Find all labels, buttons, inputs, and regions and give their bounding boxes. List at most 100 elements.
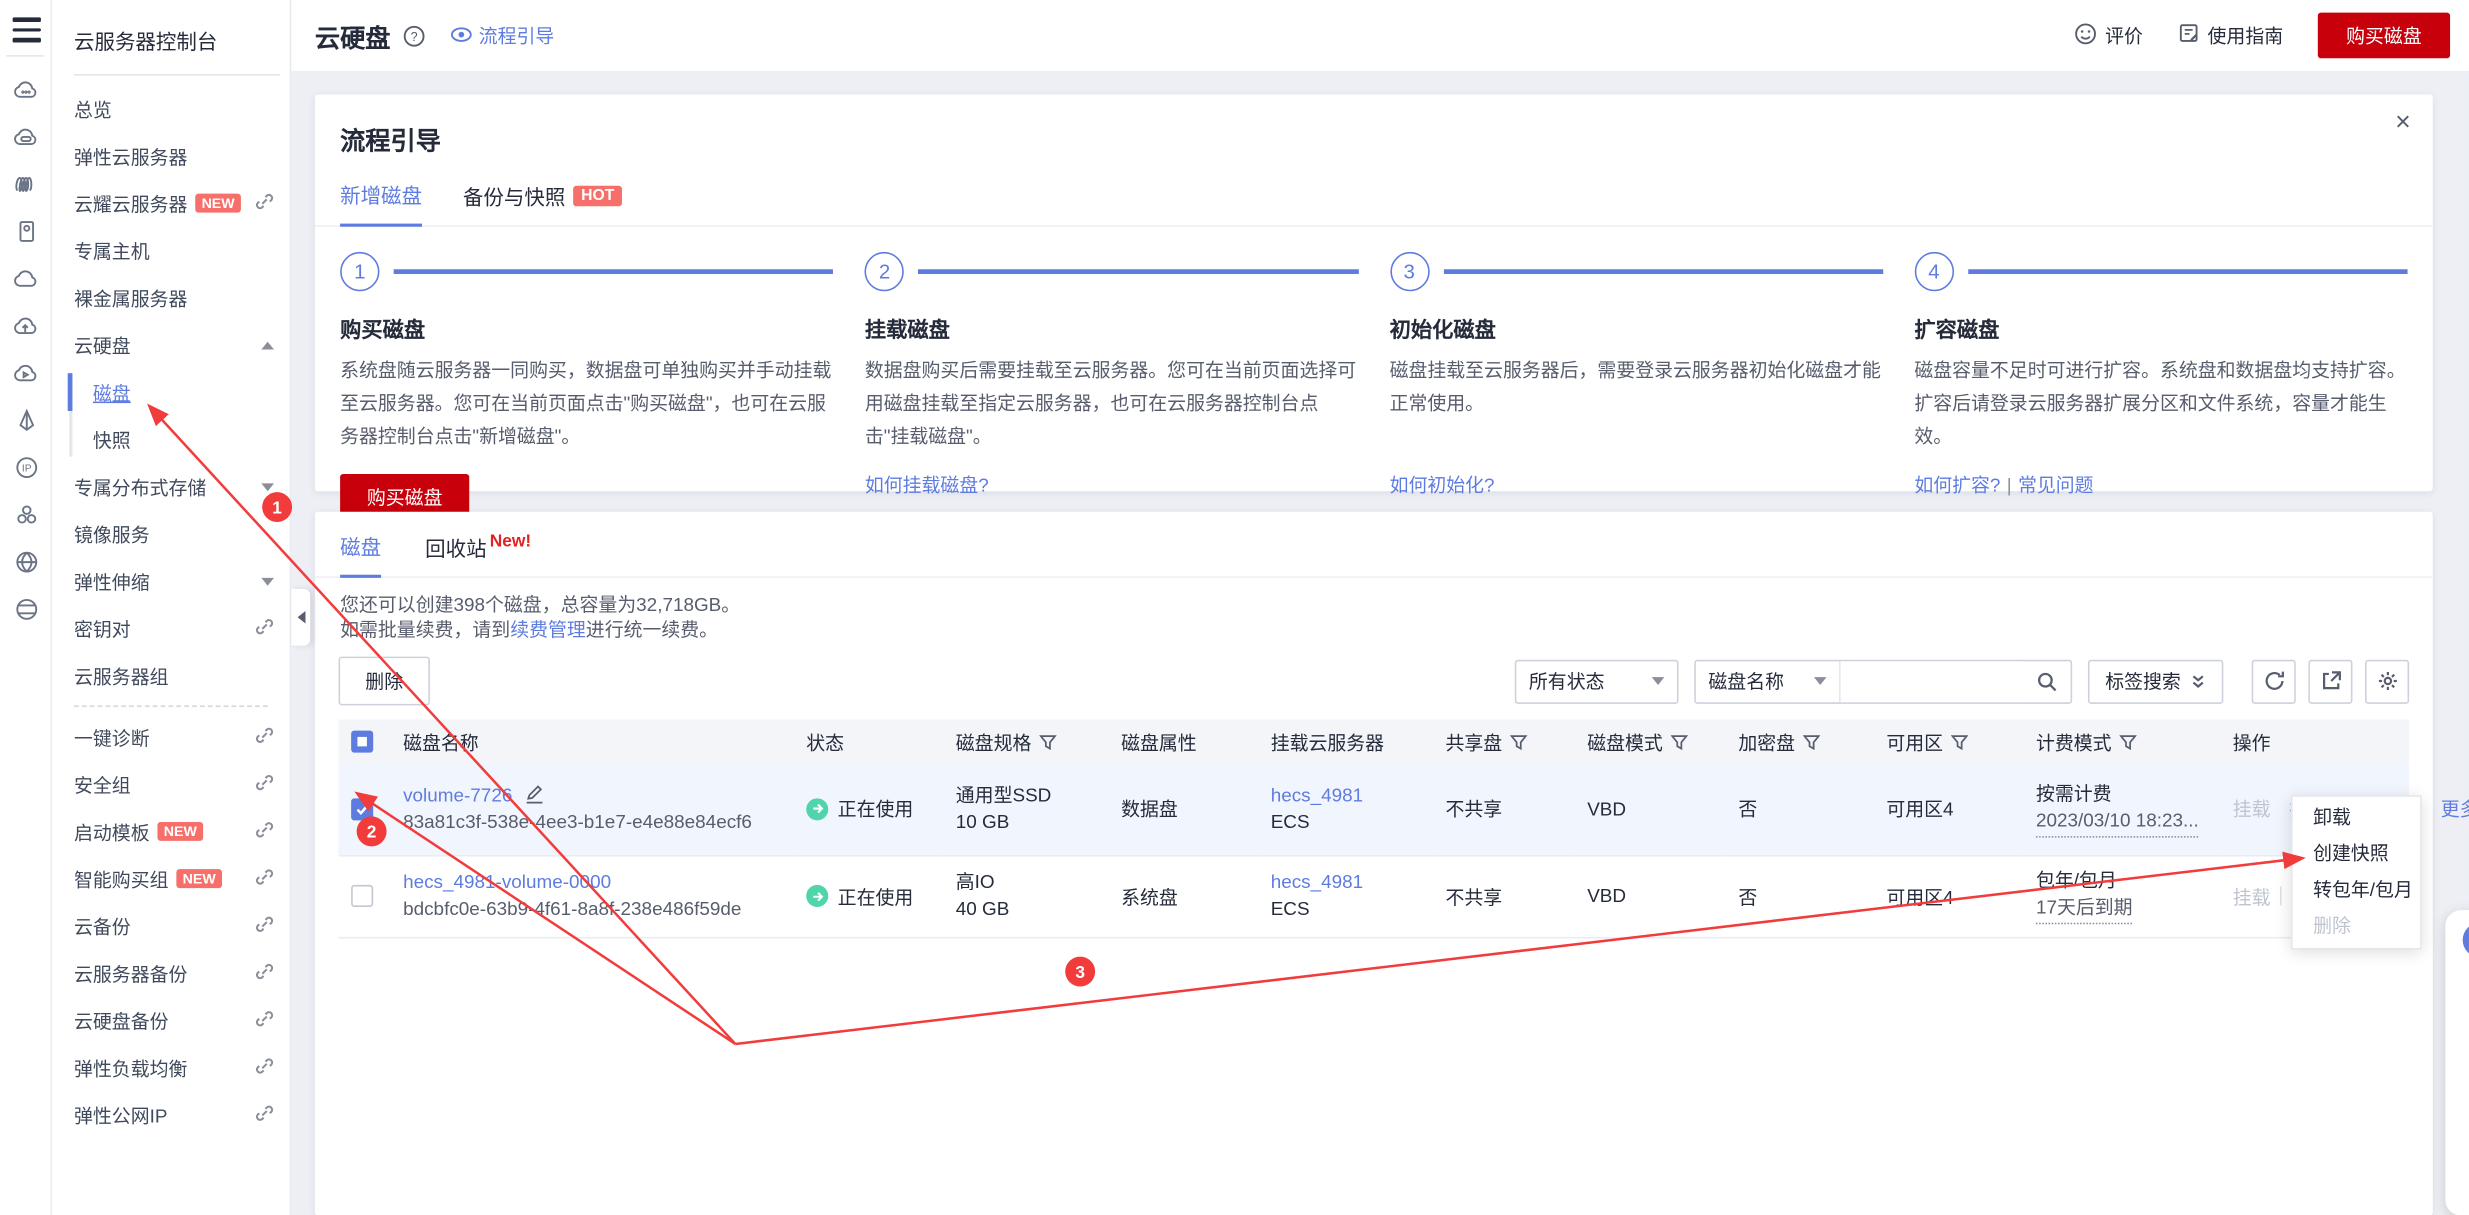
sidebar-item-label: 云备份 [74, 915, 131, 938]
status-filter-select[interactable]: 所有状态 [1514, 658, 1679, 704]
prism-icon[interactable] [0, 396, 52, 443]
sidebar-item-overview[interactable]: 总览 [52, 85, 290, 132]
close-icon[interactable]: × [2395, 107, 2411, 137]
cloud-ellipsis-icon[interactable] [0, 65, 52, 112]
row-checkbox-checked[interactable] [351, 797, 374, 820]
sidebar-item-csbs[interactable]: 云服务器备份 [52, 949, 290, 996]
export-button[interactable] [2308, 658, 2353, 704]
tag-search-label: 标签搜索 [2105, 670, 2181, 693]
help-icon[interactable]: ? [403, 24, 425, 46]
sidebar-item-eip[interactable]: 弹性公网IP [52, 1091, 290, 1138]
sidebar-item-security-group[interactable]: 安全组 [52, 761, 290, 808]
search-icon[interactable] [2023, 670, 2070, 692]
sidebar-item-snapshots[interactable]: 快照 [52, 416, 290, 463]
tag-search-button[interactable]: 标签搜索 [2087, 658, 2224, 704]
sidebar-item-elb[interactable]: 弹性负载均衡 [52, 1044, 290, 1091]
ip-circle-icon[interactable]: IP [0, 443, 52, 490]
quota-line2: 如需批量续费，请到续费管理进行统一续费。 [340, 617, 2407, 642]
disk-name-link[interactable]: hecs_4981-volume-0000 [403, 870, 612, 893]
sidebar-item-smart-purchase[interactable]: 智能购买组 NEW [52, 855, 290, 902]
filter-icon[interactable] [1039, 733, 1057, 750]
sidebar-item-keypair[interactable]: 密钥对 [52, 605, 290, 652]
sidebar-item-ims[interactable]: 镜像服务 [52, 510, 290, 557]
server-link[interactable]: hecs_4981 [1270, 870, 1364, 893]
filter-icon[interactable] [2119, 733, 2137, 750]
more-action[interactable]: 更多 [2440, 798, 2469, 821]
sidebar-item-evs[interactable]: 云硬盘 [52, 321, 290, 368]
sidebar-item-dss[interactable]: 专属分布式存储 [52, 463, 290, 510]
tab-label: 备份与快照 [462, 185, 566, 210]
search-field-select[interactable]: 磁盘名称 [1696, 660, 1841, 702]
menu-item-create-snapshot[interactable]: 创建快照 [2313, 842, 2389, 865]
cloud-media-icon[interactable] [0, 349, 52, 396]
tab-recycle-bin[interactable]: 回收站 New! [425, 532, 531, 576]
menu-item-change-billing[interactable]: 转包年/包月 [2313, 878, 2413, 901]
attach-action: 挂载 [2232, 885, 2271, 908]
external-link-icon [255, 725, 274, 749]
process-guide-link[interactable]: 流程引导 [450, 22, 554, 49]
sidebar-item-launch-template[interactable]: 启动模板 NEW [52, 808, 290, 855]
filter-icon[interactable] [1670, 733, 1688, 750]
delete-button[interactable]: 删除 [338, 656, 430, 706]
disk-name-link[interactable]: volume-7726 [403, 783, 513, 806]
settings-button[interactable] [2365, 658, 2410, 704]
how-to-init-link[interactable]: 如何初始化? [1389, 473, 1495, 496]
select-all-checkbox[interactable] [351, 730, 374, 753]
disk-list-panel: 磁盘 回收站 New! 您还可以创建398个磁盘，总容量为32,718GB。 如需… [314, 511, 2469, 1215]
how-to-expand-link[interactable]: 如何扩容? [1914, 473, 2001, 496]
filter-icon[interactable] [1802, 733, 1821, 750]
buy-disk-button[interactable]: 购买磁盘 [2317, 12, 2451, 59]
filter-icon[interactable] [1510, 733, 1528, 750]
sidebar-item-as[interactable]: 弹性伸缩 [52, 557, 290, 604]
row-checkbox[interactable] [351, 884, 374, 907]
cloud-server-icon[interactable] [0, 113, 52, 160]
sidebar-item-disks[interactable]: 磁盘 [52, 368, 290, 415]
cloud-icon[interactable] [0, 254, 52, 301]
feedback-smiley-icon[interactable] [2463, 1069, 2469, 1104]
molecule-icon[interactable] [0, 490, 52, 537]
sidebar-item-vbs[interactable]: 云硬盘备份 [52, 997, 290, 1044]
doc-icon[interactable] [2463, 1020, 2469, 1055]
search-field-value: 磁盘名称 [1708, 670, 1785, 693]
sidebar-item-bms[interactable]: 裸金属服务器 [52, 274, 290, 321]
cloud-upload-icon[interactable] [0, 302, 52, 349]
sidebar-item-server-group[interactable]: 云服务器组 [52, 652, 290, 699]
menu-item-detach[interactable]: 卸载 [2313, 806, 2351, 829]
tab-label: 磁盘 [340, 535, 382, 559]
edit-icon[interactable] [524, 784, 544, 804]
tab-backup-snapshot[interactable]: 备份与快照 HOT [462, 181, 623, 225]
service-icon[interactable] [2462, 922, 2469, 958]
faq-link[interactable]: 常见问题 [2017, 473, 2094, 496]
status-running-icon [806, 797, 829, 820]
coil-icon[interactable] [0, 160, 52, 207]
external-link-icon [255, 616, 274, 640]
network-icon[interactable] [0, 585, 52, 632]
search-input[interactable] [1840, 660, 2024, 702]
feedback-button[interactable]: 评价 [2074, 21, 2143, 49]
how-to-attach-link[interactable]: 如何挂载磁盘? [864, 473, 989, 496]
step-title: 初始化磁盘 [1389, 318, 1496, 342]
renewal-management-link[interactable]: 续费管理 [510, 618, 586, 641]
server-link[interactable]: hecs_4981 [1270, 783, 1364, 806]
sidebar-item-ecs[interactable]: 弹性云服务器 [52, 132, 290, 179]
hamburger-menu-icon[interactable] [12, 17, 41, 42]
globe-icon[interactable] [0, 538, 52, 585]
filter-icon[interactable] [1950, 733, 1969, 750]
chevron-down-icon [1651, 677, 1665, 685]
sidebar-item-diagnosis[interactable]: 一键诊断 [52, 713, 290, 760]
tab-new-disk[interactable]: 新增磁盘 [340, 180, 423, 227]
cabinet-icon[interactable] [0, 207, 52, 254]
user-guide-button[interactable]: 使用指南 [2178, 22, 2283, 49]
step-line [1967, 269, 2408, 274]
tab-disks[interactable]: 磁盘 [340, 531, 382, 578]
step-desc: 磁盘容量不足时可进行扩容。系统盘和数据盘均支持扩容。扩容后请登录云服务器扩展分区… [1914, 359, 2406, 448]
refresh-button[interactable] [2251, 658, 2296, 704]
sidebar-item-hecs[interactable]: 云耀云服务器 NEW [52, 180, 290, 227]
chat-icon[interactable] [2463, 972, 2469, 1007]
sidebar-item-cbr[interactable]: 云备份 [52, 902, 290, 949]
page-header: 云硬盘 ? 流程引导 评价 使用指南 购买磁盘 [291, 0, 2469, 71]
sidebar-collapse-handle[interactable] [291, 588, 311, 646]
sidebar-item-deh[interactable]: 专属主机 [52, 227, 290, 274]
status-filter-value: 所有状态 [1528, 670, 1605, 693]
disk-attr: 数据盘 [1121, 798, 1178, 821]
